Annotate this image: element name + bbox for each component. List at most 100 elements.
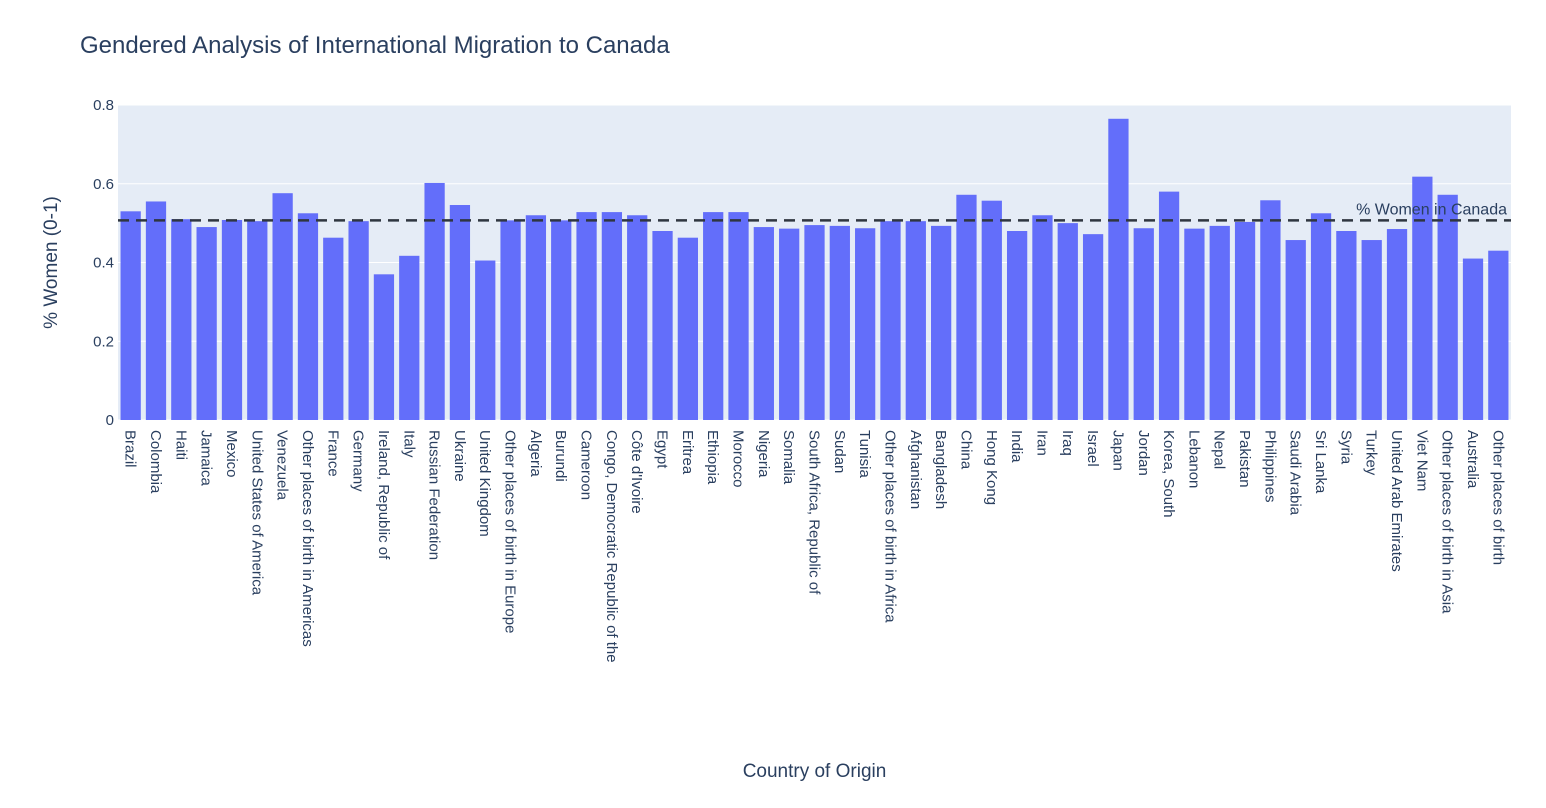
- bar: [171, 219, 192, 420]
- x-tick-label: Jamaica: [198, 430, 215, 487]
- x-tick-label: France: [324, 430, 341, 477]
- bar: [703, 212, 724, 420]
- y-tick-label: 0.8: [93, 97, 114, 114]
- x-tick-label: Burundi: [552, 430, 569, 482]
- bar: [804, 225, 825, 420]
- bar: [475, 260, 496, 420]
- x-tick-label: United States of America: [248, 430, 265, 596]
- bar: [677, 237, 698, 420]
- x-axis-title: Country of Origin: [743, 761, 887, 782]
- x-tick-label: Japan: [1109, 430, 1126, 471]
- x-tick-label: Sri Lanka: [1312, 430, 1329, 494]
- x-tick-label: Germany: [350, 430, 367, 492]
- x-tick-label: Iraq: [1059, 430, 1076, 456]
- bar: [551, 220, 572, 420]
- bar: [1437, 194, 1458, 420]
- x-tick-label: Ethiopia: [704, 430, 721, 485]
- x-tick-label: Other places of birth: [1489, 430, 1506, 565]
- x-tick-label: Hong Kong: [983, 430, 1000, 505]
- y-tick-label: 0.4: [93, 255, 114, 272]
- x-tick-label: Jordan: [1135, 430, 1152, 476]
- bar: [1336, 231, 1357, 420]
- bar: [1386, 229, 1408, 420]
- x-tick-label: Pakistan: [1236, 430, 1253, 488]
- bar: [627, 215, 648, 420]
- bar: [981, 200, 1002, 420]
- x-tick-label: Congo, Democratic Republic of the: [603, 430, 620, 663]
- bar: [829, 225, 850, 420]
- bar: [297, 213, 319, 420]
- x-tick-label: United Arab Emirates: [1388, 430, 1405, 572]
- x-tick-label: Ukraine: [451, 430, 468, 482]
- bar: [601, 212, 623, 420]
- x-tick-label: India: [1008, 430, 1025, 463]
- chart-title: Gendered Analysis of International Migra…: [80, 32, 670, 59]
- bar: [1412, 176, 1433, 420]
- x-tick-label: Italy: [400, 430, 417, 458]
- x-tick-label: Côte d'Ivoire: [628, 430, 645, 514]
- bar: [1310, 213, 1332, 420]
- x-tick-label: Saudi Arabia: [1287, 430, 1304, 516]
- bar: [1006, 231, 1028, 420]
- bar: [728, 212, 749, 420]
- bar: [1361, 240, 1382, 420]
- bar: [1488, 250, 1509, 420]
- x-tick-label: Venezuela: [274, 430, 291, 501]
- x-tick-label: Morocco: [730, 430, 747, 488]
- bar: [931, 225, 952, 420]
- bar: [753, 227, 774, 420]
- bars: [120, 118, 1509, 420]
- bar: [525, 215, 547, 420]
- bar: [1462, 258, 1484, 420]
- bar: [880, 221, 901, 420]
- reference-line-group: % Women in Canada: [118, 201, 1511, 222]
- x-tick-label: Afghanistan: [907, 430, 924, 509]
- x-tick-labels: Brazil Colombia Haiti Jamaica Mexico United S…: [122, 430, 1507, 663]
- y-axis-title: % Women (0-1): [41, 196, 62, 329]
- x-tick-label: Turkey: [1363, 430, 1380, 476]
- x-tick-label: Colombia: [147, 430, 164, 494]
- x-tick-label: Nigeria: [755, 430, 772, 478]
- bar: [247, 221, 268, 420]
- x-tick-label: Somalia: [780, 430, 797, 485]
- x-tick-label: Nepal: [1211, 430, 1228, 469]
- x-tick-label: Australia: [1464, 430, 1481, 489]
- bar: [449, 205, 471, 420]
- x-tick-label: Tunisia: [856, 430, 873, 478]
- bar: [1108, 118, 1129, 420]
- x-tick-label: Mexico: [223, 430, 240, 478]
- bar: [1260, 200, 1281, 420]
- x-tick-label: Algeria: [527, 430, 544, 477]
- x-tick-label: Israel: [1084, 430, 1101, 467]
- y-tick-label: 0.6: [93, 176, 114, 193]
- x-tick-label: Haiti: [172, 430, 189, 460]
- bar: [1158, 191, 1180, 420]
- bar: [348, 221, 369, 420]
- bar: [1209, 225, 1230, 420]
- bar: [652, 231, 673, 420]
- x-tick-label: South Africa, Republic of: [806, 430, 823, 595]
- x-tick-label: Korea, South: [1160, 430, 1177, 518]
- bar: [145, 201, 167, 420]
- bar: [196, 227, 217, 420]
- bar: [1184, 228, 1205, 420]
- y-tick-label: 0.2: [93, 333, 114, 350]
- x-tick-label: Sudan: [831, 430, 848, 473]
- x-tick-label: Iran: [1033, 430, 1050, 456]
- x-tick-label: Eritrea: [679, 430, 696, 475]
- x-tick-label: Lebanon: [1185, 430, 1202, 488]
- x-tick-label: Other places of birth in Asia: [1439, 430, 1456, 614]
- bar: [272, 193, 293, 420]
- x-tick-label: Viet Nam: [1413, 430, 1430, 491]
- x-tick-label: Other places of birth in Europe: [502, 430, 519, 633]
- bar: [120, 211, 141, 420]
- x-tick-label: Bangladesh: [932, 430, 949, 509]
- bar: [424, 182, 445, 420]
- bar: [373, 274, 395, 420]
- x-tick-label: Egypt: [654, 430, 671, 469]
- x-tick-label: Syria: [1337, 430, 1354, 465]
- bar: [1032, 215, 1053, 420]
- bar: [1234, 221, 1256, 420]
- x-tick-label: Ireland, Republic of: [375, 430, 392, 560]
